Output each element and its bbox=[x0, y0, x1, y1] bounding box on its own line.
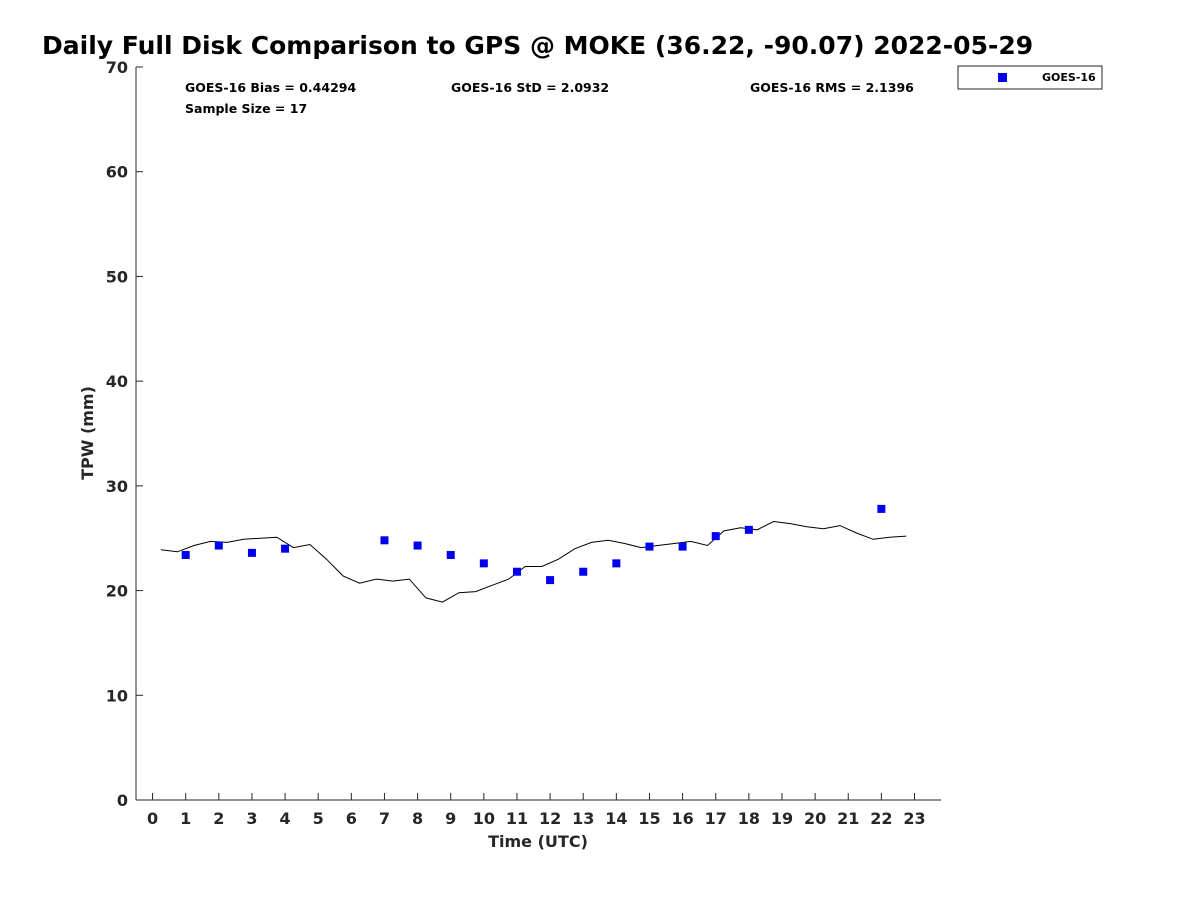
goes16-point bbox=[413, 541, 422, 550]
goes16-point bbox=[744, 525, 753, 534]
legend-marker-goes16 bbox=[998, 73, 1007, 82]
x-tick-label: 19 bbox=[771, 809, 793, 828]
stat-bias: GOES-16 Bias = 0.44294 bbox=[185, 80, 356, 95]
x-tick-label: 21 bbox=[837, 809, 859, 828]
goes16-point bbox=[181, 550, 190, 559]
x-tick-label: 10 bbox=[473, 809, 495, 828]
y-tick-label: 60 bbox=[106, 163, 128, 182]
y-tick-label: 0 bbox=[117, 791, 128, 810]
x-tick-label: 4 bbox=[280, 809, 291, 828]
y-tick-label: 20 bbox=[106, 582, 128, 601]
x-tick-label: 18 bbox=[738, 809, 760, 828]
y-tick-label: 50 bbox=[106, 267, 128, 286]
x-tick-label: 8 bbox=[412, 809, 423, 828]
x-tick-label: 1 bbox=[180, 809, 191, 828]
y-axis-ticks: 0 10 20 30 40 50 60 70 bbox=[106, 58, 143, 810]
x-tick-label: 15 bbox=[638, 809, 660, 828]
gps-line-series bbox=[160, 520, 907, 603]
y-tick-label: 10 bbox=[106, 686, 128, 705]
plot-area bbox=[136, 67, 941, 800]
y-tick-label: 70 bbox=[106, 58, 128, 77]
goes16-point bbox=[380, 536, 389, 545]
x-tick-label: 22 bbox=[870, 809, 892, 828]
goes16-point bbox=[281, 544, 290, 553]
y-axis-label: TPW (mm) bbox=[78, 386, 97, 480]
stat-sample-size: Sample Size = 17 bbox=[185, 101, 307, 116]
goes16-points bbox=[181, 504, 886, 585]
legend-box bbox=[957, 65, 1103, 90]
x-tick-label: 17 bbox=[705, 809, 727, 828]
x-tick-label: 20 bbox=[804, 809, 826, 828]
goes16-point bbox=[214, 541, 223, 550]
y-tick-label: 40 bbox=[106, 372, 128, 391]
goes16-point bbox=[612, 559, 621, 568]
x-tick-label: 14 bbox=[605, 809, 627, 828]
stat-std: GOES-16 StD = 2.0932 bbox=[451, 80, 609, 95]
legend: GOES-16 bbox=[957, 65, 1103, 90]
goes16-point bbox=[546, 576, 555, 585]
x-tick-label: 9 bbox=[445, 809, 456, 828]
x-tick-label: 5 bbox=[313, 809, 324, 828]
goes16-point bbox=[247, 548, 256, 557]
goes16-point bbox=[446, 550, 455, 559]
x-tick-label: 23 bbox=[903, 809, 925, 828]
x-tick-label: 13 bbox=[572, 809, 594, 828]
goes16-point bbox=[579, 567, 588, 576]
x-tick-label: 6 bbox=[346, 809, 357, 828]
goes16-point bbox=[678, 542, 687, 551]
stat-rms: GOES-16 RMS = 2.1396 bbox=[750, 80, 914, 95]
x-axis-label: Time (UTC) bbox=[488, 832, 588, 851]
x-tick-label: 7 bbox=[379, 809, 390, 828]
x-axis-ticks: 0 1 2 3 4 5 6 7 8 9 10 11 12 13 14 15 16 17 18 19 20 21 22 23 bbox=[147, 793, 926, 828]
x-tick-label: 11 bbox=[506, 809, 528, 828]
x-tick-label: 3 bbox=[246, 809, 257, 828]
goes16-point bbox=[711, 532, 720, 541]
goes16-point bbox=[877, 504, 886, 513]
chart-title: Daily Full Disk Comparison to GPS @ MOKE… bbox=[42, 31, 1033, 60]
x-tick-label: 12 bbox=[539, 809, 561, 828]
gps-tpw-line bbox=[160, 520, 907, 603]
goes16-point bbox=[645, 542, 654, 551]
goes16-point bbox=[512, 567, 521, 576]
y-tick-label: 30 bbox=[106, 477, 128, 496]
goes16-point bbox=[479, 559, 488, 568]
x-tick-label: 16 bbox=[671, 809, 693, 828]
x-tick-label: 2 bbox=[213, 809, 224, 828]
x-tick-label: 0 bbox=[147, 809, 158, 828]
legend-label-goes16: GOES-16 bbox=[1042, 71, 1096, 84]
